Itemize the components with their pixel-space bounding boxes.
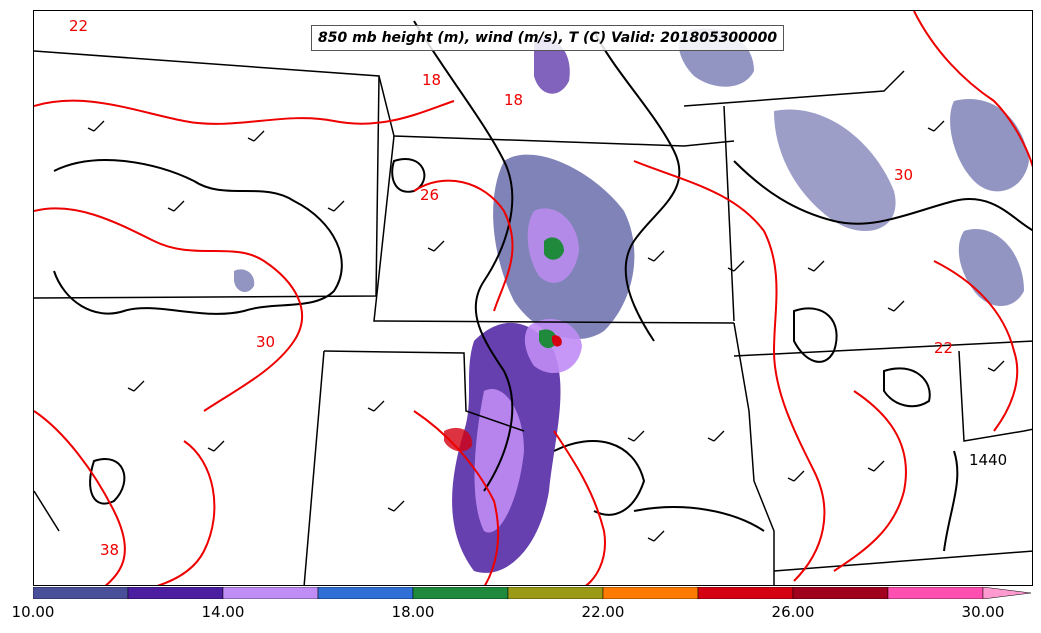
colorbar-tick-label: 30.00 [961,603,1005,621]
colorbar-extend-arrow [982,587,1032,599]
temperature-label: 30 [256,333,276,351]
colorbar-segment [792,587,889,599]
temperature-label: 18 [422,71,442,89]
temperature-label: 26 [420,186,440,204]
temperature-label: 18 [504,91,524,109]
temperature-contours [34,11,1032,585]
colorbar-tick-label: 26.00 [771,603,815,621]
colorbar-segment [33,587,129,599]
state-borders [34,50,1032,585]
map-canvas [34,11,1032,585]
colorbar-tick-label: 14.00 [201,603,245,621]
colorbar-segment [412,587,509,599]
colorbar-segment [317,587,414,599]
temperature-label: 38 [100,541,120,559]
temperature-label: 30 [894,166,914,184]
colorbar [33,587,1032,599]
colorbar-segment [602,587,699,599]
height-label: 1440 [969,451,1008,469]
colorbar-tick-label: 10.00 [11,603,55,621]
map-plot-area: 22 18 18 26 22 30 38 30 1440 850 mb heig… [33,10,1033,586]
temperature-label: 22 [934,339,954,357]
colorbar-tick-label: 18.00 [391,603,435,621]
shaded-field [234,28,1029,573]
colorbar-segment [697,587,794,599]
colorbar-segment [887,587,984,599]
map-title: 850 mb height (m), wind (m/s), T (C) Val… [311,25,785,51]
colorbar-segment [507,587,604,599]
wind-barbs [87,120,1005,542]
temperature-label: 22 [69,17,89,35]
colorbar-segment [127,587,224,599]
colorbar-segment [222,587,319,599]
colorbar-tick-label: 22.00 [581,603,625,621]
